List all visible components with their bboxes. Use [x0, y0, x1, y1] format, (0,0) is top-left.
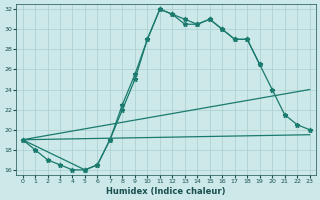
- X-axis label: Humidex (Indice chaleur): Humidex (Indice chaleur): [106, 187, 226, 196]
